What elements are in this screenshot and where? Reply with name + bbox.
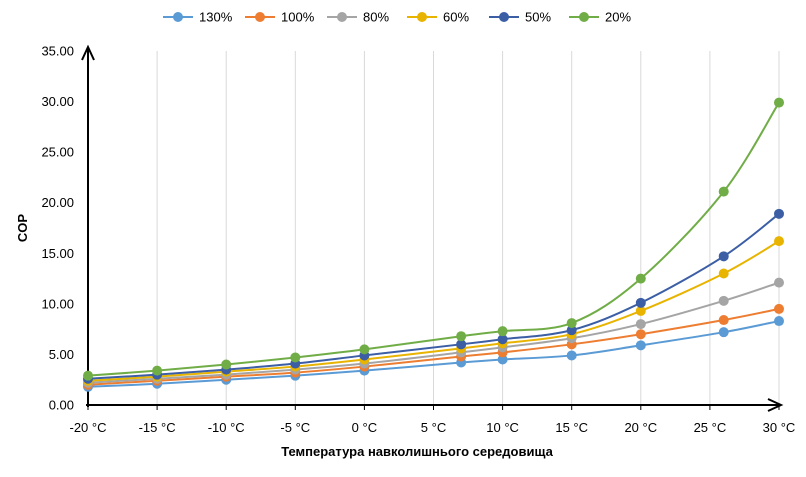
x-axis-title: Температура навколишнього середовища xyxy=(281,444,553,459)
data-point-80-pct xyxy=(635,319,646,330)
legend: 130% 100% 80% 60% 50% 20% xyxy=(163,10,631,25)
data-point-20-pct xyxy=(83,370,93,381)
legend-item-130-pct: 130% xyxy=(163,10,233,25)
data-point-50-pct xyxy=(718,251,729,262)
data-point-100-pct xyxy=(635,329,646,340)
legend-item-100-pct: 100% xyxy=(245,10,315,25)
data-point-80-pct xyxy=(718,295,729,306)
y-tick-label: 20.00 xyxy=(41,195,74,210)
legend-label: 50% xyxy=(525,10,551,25)
x-tick-label: 0 °C xyxy=(352,420,377,435)
x-tick-label: 25 °C xyxy=(694,420,727,435)
y-tick-label: 5.00 xyxy=(49,347,74,362)
data-point-80-pct xyxy=(774,277,784,288)
y-axis-ticks: 0.00 5.00 10.00 15.00 20.00 25.00 30.00 35.00 xyxy=(41,44,74,413)
data-point-60-pct xyxy=(774,236,784,247)
data-point-130-pct xyxy=(566,350,577,361)
y-tick-label: 0.00 xyxy=(49,398,74,413)
y-tick-label: 25.00 xyxy=(41,145,74,160)
legend-swatch-marker xyxy=(337,12,347,22)
x-tick-label: -15 °C xyxy=(139,420,176,435)
data-point-50-pct xyxy=(635,297,646,308)
data-point-20-pct xyxy=(566,318,577,329)
legend-label: 100% xyxy=(281,10,315,25)
x-tick-label: -5 °C xyxy=(280,420,310,435)
x-tick-label: -10 °C xyxy=(208,420,245,435)
data-point-50-pct xyxy=(497,334,508,345)
data-point-20-pct xyxy=(221,359,232,370)
legend-label: 130% xyxy=(199,10,233,25)
x-tick-label: 20 °C xyxy=(624,420,657,435)
x-tick-label: 30 °C xyxy=(763,420,796,435)
data-point-50-pct xyxy=(456,339,467,350)
data-point-130-pct xyxy=(774,316,784,327)
y-axis-title: COP xyxy=(15,214,30,243)
data-point-20-pct xyxy=(359,344,370,355)
data-point-60-pct xyxy=(635,305,646,316)
y-tick-label: 10.00 xyxy=(41,296,74,311)
y-tick-label: 30.00 xyxy=(41,94,74,109)
legend-item-20-pct: 20% xyxy=(569,10,631,25)
data-point-20-pct xyxy=(774,97,784,108)
data-point-20-pct xyxy=(497,326,508,337)
data-point-130-pct xyxy=(718,327,729,338)
data-point-100-pct xyxy=(718,315,729,326)
data-point-130-pct xyxy=(497,354,508,365)
y-tick-label: 15.00 xyxy=(41,246,74,261)
x-axis-ticks: -20 °C -15 °C -10 °C -5 °C 0 °C 5 °C 10 °C 15 °… xyxy=(70,405,796,435)
x-tick-label: -20 °C xyxy=(70,420,107,435)
legend-item-80-pct: 80% xyxy=(327,10,389,25)
data-point-20-pct xyxy=(456,331,467,342)
data-point-100-pct xyxy=(774,303,784,314)
data-point-60-pct xyxy=(718,268,729,279)
data-point-50-pct xyxy=(566,325,577,336)
x-tick-label: 5 °C xyxy=(421,420,446,435)
legend-label: 80% xyxy=(363,10,389,25)
legend-swatch-marker xyxy=(173,12,183,22)
data-point-20-pct xyxy=(635,273,646,284)
legend-label: 60% xyxy=(443,10,469,25)
legend-swatch-marker xyxy=(579,12,589,22)
data-point-130-pct xyxy=(635,340,646,351)
legend-label: 20% xyxy=(605,10,631,25)
x-tick-label: 15 °C xyxy=(555,420,588,435)
data-point-20-pct xyxy=(290,352,301,363)
legend-item-60-pct: 60% xyxy=(407,10,469,25)
legend-swatch-marker xyxy=(499,12,509,22)
data-point-20-pct xyxy=(718,186,729,197)
x-tick-label: 10 °C xyxy=(486,420,519,435)
y-tick-label: 35.00 xyxy=(41,44,74,59)
data-point-50-pct xyxy=(774,208,784,219)
data-point-20-pct xyxy=(152,365,163,376)
y-axis-arrow xyxy=(81,44,95,61)
x-axis-arrow xyxy=(767,398,784,412)
series-group xyxy=(83,97,784,392)
legend-item-50-pct: 50% xyxy=(489,10,551,25)
legend-swatch-marker xyxy=(417,12,427,22)
legend-swatch-marker xyxy=(255,12,265,22)
